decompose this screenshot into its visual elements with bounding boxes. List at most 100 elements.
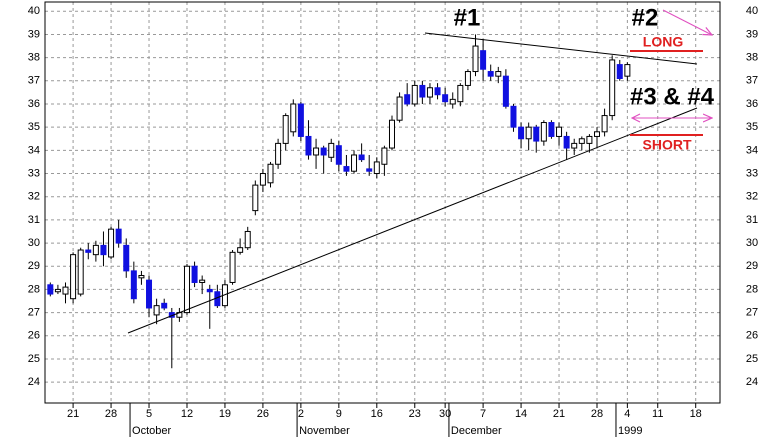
candle-body	[518, 126, 525, 140]
y-tick-label: 37	[28, 75, 40, 87]
x-tick-label: 5	[146, 408, 152, 420]
month-label: October	[132, 425, 171, 437]
candle-body	[593, 131, 600, 137]
candle-body	[578, 138, 585, 144]
y-tick-label: 29	[28, 260, 40, 272]
x-tick-label: 21	[67, 408, 79, 420]
candle-body	[85, 249, 92, 253]
candle-body	[153, 305, 160, 316]
y-tick-label-right: 30	[746, 237, 758, 249]
candle-body	[206, 288, 213, 293]
candle-body	[259, 173, 266, 186]
candle-body	[229, 251, 236, 283]
annotation: #3 & #4	[630, 83, 715, 110]
y-tick-label: 27	[28, 307, 40, 319]
candle-body	[161, 302, 168, 309]
month-label: November	[299, 425, 350, 437]
x-tick-label: 12	[181, 408, 193, 420]
candle-body	[328, 142, 335, 158]
y-tick-label: 28	[28, 283, 40, 295]
candle-body	[616, 64, 623, 79]
candle-body	[609, 59, 616, 117]
y-tick-label: 26	[28, 330, 40, 342]
y-tick-label: 31	[28, 214, 40, 226]
x-tick-label: 30	[439, 408, 451, 420]
candle-body	[115, 228, 122, 244]
x-tick-label: 18	[690, 408, 702, 420]
candle-body	[297, 103, 304, 137]
y-tick-label-right: 24	[746, 376, 758, 388]
y-tick-label: 32	[28, 191, 40, 203]
x-tick-label: 23	[409, 408, 421, 420]
candle-body	[434, 87, 441, 96]
candle-body	[70, 254, 77, 300]
candle-body	[601, 115, 608, 133]
candle-body	[442, 94, 449, 103]
candle-body	[449, 98, 456, 105]
y-tick-label-right: 35	[746, 121, 758, 133]
candle-body	[100, 244, 107, 256]
y-tick-label-right: 39	[746, 28, 758, 40]
candle-body	[313, 147, 320, 156]
month-label: December	[451, 425, 502, 437]
candle-body	[548, 122, 555, 137]
x-tick-label: 9	[336, 408, 342, 420]
y-tick-label: 34	[28, 144, 40, 156]
candle-body	[495, 71, 502, 77]
y-tick-label-right: 31	[746, 214, 758, 226]
candle-body	[381, 147, 388, 165]
y-tick-label-right: 34	[746, 144, 758, 156]
candle-body	[502, 75, 509, 107]
y-tick-label: 33	[28, 167, 40, 179]
y-tick-label-right: 25	[746, 353, 758, 365]
candle-body	[404, 94, 411, 105]
candle-body	[191, 265, 198, 283]
y-tick-label-right: 29	[746, 260, 758, 272]
candle-body	[138, 275, 145, 279]
y-tick-label-right: 27	[746, 307, 758, 319]
candle-body	[123, 244, 130, 272]
candle-body	[146, 279, 153, 309]
candle-body	[351, 154, 358, 172]
candle-body	[252, 184, 259, 212]
candle-body	[533, 126, 540, 142]
y-tick-label-right: 32	[746, 191, 758, 203]
x-tick-label: 4	[624, 408, 630, 420]
candle-body	[54, 288, 61, 293]
candle-body	[419, 84, 426, 98]
candle-body	[411, 84, 418, 105]
candle-body	[282, 115, 289, 144]
candle-body	[510, 105, 517, 128]
y-tick-label: 30	[28, 237, 40, 249]
x-tick-label: 2	[298, 408, 304, 420]
candle-body	[244, 230, 251, 249]
candle-body	[335, 145, 342, 165]
candle-body	[47, 284, 54, 295]
y-tick-label-right: 28	[746, 283, 758, 295]
candle-body	[457, 84, 464, 103]
candle-body	[472, 45, 479, 73]
candle-body	[586, 135, 593, 144]
candle-body	[183, 265, 190, 314]
y-tick-label: 24	[28, 376, 40, 388]
y-tick-label: 35	[28, 121, 40, 133]
candle-body	[358, 154, 365, 161]
x-tick-label: 7	[480, 408, 486, 420]
y-tick-label: 39	[28, 28, 40, 40]
candle-body	[556, 126, 563, 137]
y-tick-label: 38	[28, 52, 40, 64]
y-tick-label-right: 26	[746, 330, 758, 342]
candle-body	[571, 142, 578, 149]
y-tick-label: 40	[28, 5, 40, 17]
x-tick-label: 14	[515, 408, 527, 420]
candle-body	[426, 87, 433, 98]
plot-frame	[44, 1, 721, 404]
x-tick-label: 28	[591, 408, 603, 420]
candle-body	[305, 135, 312, 156]
candle-body	[624, 64, 631, 77]
candle-body	[199, 279, 206, 283]
candle-body	[563, 135, 570, 149]
annotation: SHORT	[643, 137, 692, 153]
candle-body	[396, 96, 403, 121]
